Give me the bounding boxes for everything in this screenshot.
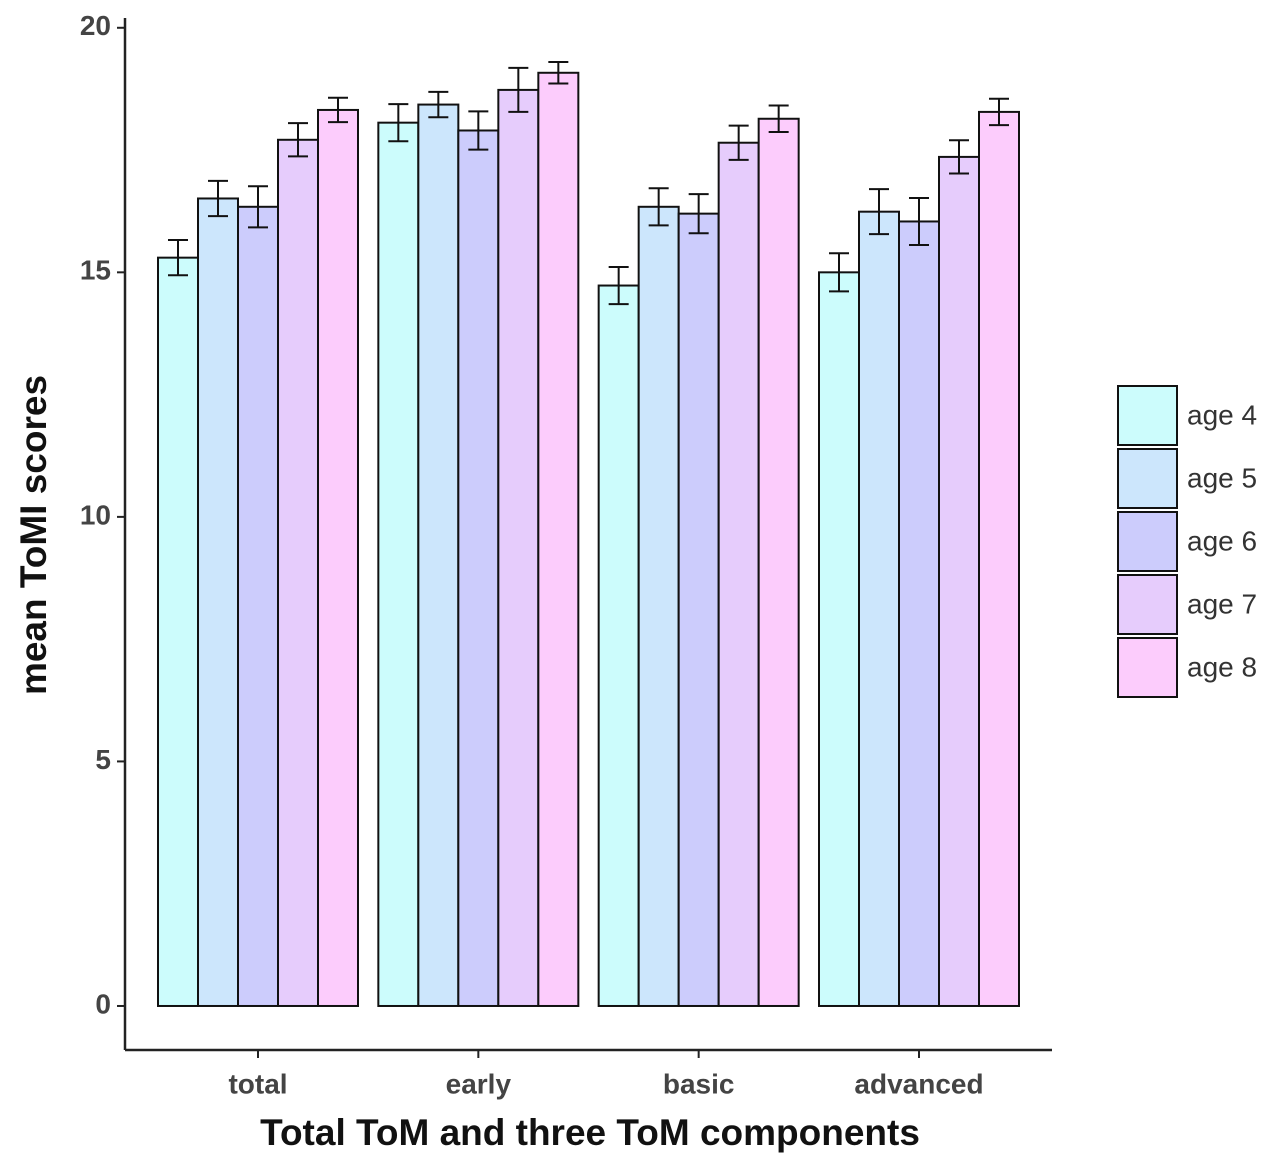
legend-swatch xyxy=(1117,385,1178,446)
legend-label: age 4 xyxy=(1187,399,1257,430)
bar xyxy=(197,197,239,1007)
bar xyxy=(677,212,720,1007)
bar xyxy=(377,121,420,1007)
error-bar xyxy=(829,252,849,293)
y-tick-label: 0 xyxy=(95,988,111,1019)
bar xyxy=(537,71,580,1007)
error-bar xyxy=(648,187,669,227)
x-tick-label: basic xyxy=(663,1068,735,1099)
error-bar xyxy=(428,90,449,119)
legend-label: age 5 xyxy=(1187,462,1257,493)
error-bar xyxy=(388,103,409,143)
x-tick-label: advanced xyxy=(854,1068,983,1099)
error-bar xyxy=(768,104,789,133)
error-bar xyxy=(468,110,489,151)
error-bar xyxy=(168,239,188,277)
legend-swatch xyxy=(1117,637,1178,698)
bar xyxy=(898,220,940,1007)
legend-swatch xyxy=(1117,574,1178,635)
bar xyxy=(858,210,900,1007)
error-bar xyxy=(288,122,308,158)
legend-label: age 6 xyxy=(1187,525,1257,556)
y-tick-label: 15 xyxy=(80,255,111,286)
legend-label: age 8 xyxy=(1187,651,1257,682)
y-axis-title: mean ToMI scores xyxy=(13,375,54,695)
error-bar xyxy=(949,139,969,175)
bar xyxy=(978,110,1020,1007)
error-bar xyxy=(909,196,929,246)
error-bar xyxy=(508,66,529,113)
error-bar xyxy=(989,97,1009,127)
bar xyxy=(818,271,860,1007)
legend-swatch xyxy=(1117,448,1178,509)
bar xyxy=(938,155,980,1007)
x-tick-label: total xyxy=(228,1068,287,1099)
bar xyxy=(277,138,319,1007)
error-bar xyxy=(688,193,709,235)
bar xyxy=(637,205,680,1007)
error-bar xyxy=(608,265,629,306)
y-tick-label: 5 xyxy=(95,744,111,775)
bar xyxy=(717,141,760,1007)
bar xyxy=(497,88,540,1007)
bar xyxy=(157,256,199,1007)
bar xyxy=(597,284,640,1007)
error-bar xyxy=(208,179,228,218)
error-bar xyxy=(328,96,348,124)
error-bar xyxy=(248,185,268,229)
bar xyxy=(317,108,359,1007)
legend-swatch xyxy=(1117,511,1178,572)
x-tick-label: early xyxy=(446,1068,512,1099)
error-bar xyxy=(728,124,749,161)
bar xyxy=(757,117,800,1007)
error-bar xyxy=(548,61,569,85)
y-tick-label: 10 xyxy=(80,499,111,530)
bar xyxy=(417,103,460,1007)
error-bar xyxy=(869,188,889,236)
x-axis-title: Total ToM and three ToM components xyxy=(260,1112,920,1153)
legend-label: age 7 xyxy=(1187,588,1257,619)
y-tick-label: 20 xyxy=(80,10,111,41)
bar xyxy=(237,205,279,1007)
bar xyxy=(457,129,500,1007)
